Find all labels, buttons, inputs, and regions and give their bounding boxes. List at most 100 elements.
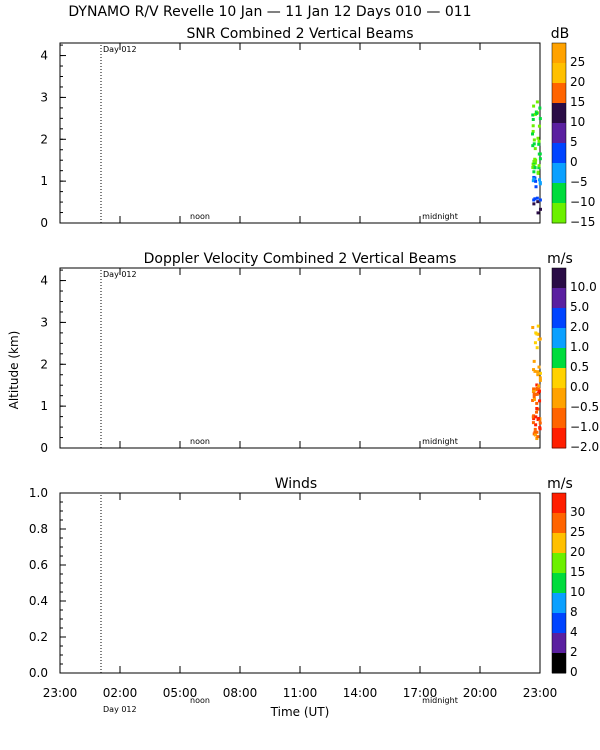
y-tick-label: 2 [40,132,48,146]
colorbar-label: 30 [570,505,585,519]
colorbar-segment [552,553,566,574]
data-cell [536,200,540,204]
data-cell [532,395,536,399]
data-cell [537,365,541,369]
colorbar-label: 10 [570,115,585,129]
y-tick-label: 4 [40,274,48,288]
colorbar-label: 5 [570,135,578,149]
colorbar-frame [551,42,567,224]
colorbar-segment [552,163,566,184]
data-cell [533,427,537,431]
colorbar-label: 8 [570,605,578,619]
y-tick-label: 0.2 [29,630,48,644]
colorbar-unit: m/s [547,476,573,492]
data-cell [533,197,537,201]
plot-frame [59,42,541,224]
data-cell [537,166,541,170]
data-cell [535,111,539,115]
data-cell [538,426,542,430]
y-tick-label: 3 [40,315,48,329]
colorbar-segment [552,348,566,369]
colorbar-segment [552,43,566,64]
noon-marker-label: noon [190,437,210,446]
data-cell [534,185,538,189]
colorbar-label: −0.5 [570,400,599,414]
colorbar-label: 0.5 [570,360,589,374]
colorbar-label: −2.0 [570,440,599,454]
data-cell [535,383,539,387]
x-tick-label: 14:00 [343,686,378,700]
data-cell [531,415,535,419]
y-tick-label: 2 [40,357,48,371]
x-tick-label: 08:00 [223,686,258,700]
x-tick-label: 05:00 [163,686,198,700]
colorbar-unit: dB [551,26,570,42]
x-tick-label: 23:00 [523,686,558,700]
data-cell [538,399,542,403]
data-cell [535,386,539,390]
data-cell [537,139,541,143]
data-cell [532,417,536,421]
colorbar-label: −1.0 [570,420,599,434]
y-tick-label: 1.0 [29,486,48,500]
data-cell [537,387,541,391]
data-cell [536,171,540,175]
data-cell [531,179,535,183]
colorbar-label: 5.0 [570,300,589,314]
colorbar-segment [552,103,566,124]
colorbar-label: 20 [570,545,585,559]
colorbar-label: 2.0 [570,320,589,334]
panel-doppler: Doppler Velocity Combined 2 Vertical Bea… [7,251,456,409]
y-tick-label: 0.6 [29,558,48,572]
day-marker-label: Day 012 [103,45,137,54]
y-tick-label: 0.4 [29,594,48,608]
colorbar-segment [552,633,566,654]
data-cell [538,207,542,211]
midnight-marker-label: midnight [422,437,458,446]
data-cell [537,152,541,156]
colorbar-segment [552,83,566,104]
data-cell [537,416,541,420]
data-cell [532,104,536,108]
colorbar-label: 10 [570,585,585,599]
y-tick-label: 0.0 [29,666,48,680]
colorbar-segment [552,123,566,144]
midnight-marker-label: midnight [422,212,458,221]
panel-snr: SNR Combined 2 Vertical Beams [186,26,413,42]
data-cell [536,373,540,377]
colorbar-label: 0 [570,155,578,169]
day-marker-label: Day 012 [103,270,137,279]
data-cell [538,376,542,380]
plot-area-2: 0.0 0.2 0.4 0.6 0.8 1.0 Day 012 noon midnight 30 2… [29,476,585,714]
colorbar-label: 25 [570,55,585,69]
colorbar-label: 0 [570,665,578,679]
data-cell [535,346,539,350]
colorbar-label: −15 [570,215,595,229]
colorbar-frame [551,267,567,449]
data-cell [531,129,535,133]
data-cell [538,178,542,182]
colorbar-label: 2 [570,645,578,659]
data-cells-0 [531,100,542,215]
plot-area-0: 0 1 2 3 4 Day 012 noon midnight 25 20 15 10 5 0 −5 −10 −… [40,26,595,230]
colorbar-segment [552,288,566,309]
data-cell [533,433,537,437]
colorbar-segment [552,203,566,224]
colorbar-segment [552,533,566,554]
data-cell [532,397,536,401]
data-cell [535,406,539,410]
data-cell [533,166,537,170]
data-cell [535,410,539,414]
colorbar-label: 15 [570,565,585,579]
data-cell [532,138,536,142]
colorbar-segment [552,573,566,594]
colorbar-label: 15 [570,95,585,109]
data-cell [533,430,537,434]
y-tick-label: 4 [40,49,48,63]
colorbar-segment [552,308,566,329]
data-cell [531,132,535,136]
data-cell [538,371,542,375]
x-tick-label: 23:00 [43,686,78,700]
colorbar-segment [552,653,566,674]
